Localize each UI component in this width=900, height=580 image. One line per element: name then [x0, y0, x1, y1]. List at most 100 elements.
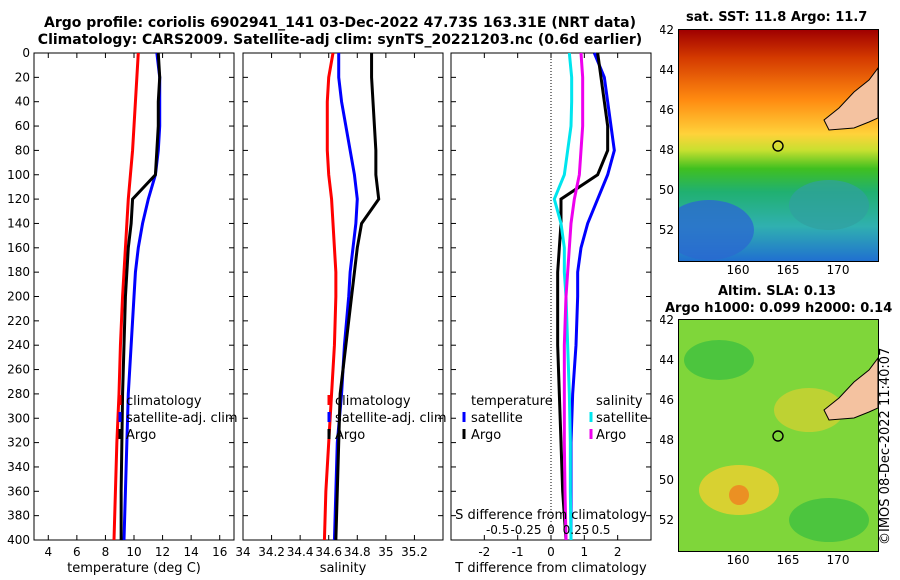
- sla-hot-spot: [729, 485, 749, 505]
- x-tick-label: 14: [184, 545, 199, 559]
- y-tick-label: 360: [7, 484, 30, 498]
- top-tick-label: -0.25: [510, 523, 541, 537]
- x-tick-label: 34.6: [315, 545, 342, 559]
- y-tick-label: 0: [22, 46, 30, 60]
- x-tick-label: 16: [212, 545, 227, 559]
- y-tick-label: 380: [7, 509, 30, 523]
- series-line-argo: [334, 53, 381, 541]
- title-line-2: Climatology: CARS2009. Satellite-adj cli…: [37, 32, 643, 48]
- legend-label: satellite-adj. clim: [126, 411, 238, 426]
- plot-frame: [242, 52, 444, 541]
- y-tick-label: 80: [15, 143, 30, 157]
- map-y-tick-label: -44: [660, 63, 674, 77]
- y-tick-label: 40: [15, 95, 30, 109]
- map-x-tick-label: 160: [727, 263, 750, 277]
- sla-map-title-2: Argo h1000: 0.099 h2000: 0.14: [665, 301, 893, 316]
- top-tick-label: -0.5: [486, 523, 509, 537]
- legend-title-salinity: salinity: [596, 394, 643, 409]
- map-y-tick-label: -52: [660, 513, 674, 527]
- map-x-tick-label: 170: [827, 263, 850, 277]
- y-tick-label: 320: [7, 436, 30, 450]
- legend-title-temperature: temperature: [471, 394, 553, 409]
- y-tick-label: 180: [7, 265, 30, 279]
- y-tick-label: 140: [7, 216, 30, 230]
- sla-map: [678, 319, 879, 552]
- sla-map-title-1: Altim. SLA: 0.13: [718, 284, 836, 299]
- legend-label: Argo: [471, 428, 501, 443]
- diff-line-salinity-argo: [562, 52, 585, 541]
- sst-cool-patch: [789, 180, 869, 230]
- legend-label: Argo: [126, 428, 156, 443]
- sla-high-patch: [774, 388, 844, 432]
- series-line-argo: [119, 52, 162, 540]
- legend-label: Argo: [335, 428, 365, 443]
- x-tick-label: 34.4: [287, 545, 314, 559]
- y-tick-label: 240: [7, 338, 30, 352]
- sla-low-patch: [789, 498, 869, 542]
- y-tick-label: 260: [7, 363, 30, 377]
- x-axis-label: T difference from climatology: [454, 561, 647, 576]
- sla-low-patch: [684, 340, 754, 380]
- x-tick-label: 1: [581, 545, 589, 559]
- map-x-tick-label: 170: [827, 553, 850, 567]
- x-tick-label: 34: [235, 545, 250, 559]
- top-axis-label: S difference from climatology: [455, 508, 647, 523]
- y-tick-label: 300: [7, 411, 30, 425]
- x-tick-label: -2: [478, 545, 490, 559]
- map-x-tick-label: 160: [727, 553, 750, 567]
- legend-label: satellite: [471, 411, 523, 426]
- x-tick-label: 35: [378, 545, 393, 559]
- x-tick-label: 8: [102, 545, 110, 559]
- map-y-tick-label: -42: [660, 23, 674, 37]
- x-tick-label: 35.2: [401, 545, 428, 559]
- y-tick-label: 20: [15, 70, 30, 84]
- title-line-1: Argo profile: coriolis 6902941_141 03-De…: [43, 15, 637, 31]
- diff-line-temperature-argo: [556, 52, 610, 541]
- top-tick-label: 0.5: [591, 523, 610, 537]
- x-tick-label: 4: [44, 545, 52, 559]
- map-y-tick-label: -44: [660, 353, 674, 367]
- top-tick-label: 0: [547, 523, 555, 537]
- map-x-tick-label: 165: [777, 553, 800, 567]
- map-axes: -42 -44 -46 -48 -50 -52 160 165 170 -42 -44 -46 -48 -…: [660, 23, 850, 567]
- map-y-tick-label: -42: [660, 313, 674, 327]
- sla-argo-position-marker: [772, 430, 784, 442]
- copyright-stamp: ©IMOS 08-Dec-2022 11:40:07: [878, 347, 893, 545]
- legend-label: satellite: [596, 411, 648, 426]
- diff-line-temperature-satellite: [569, 52, 616, 540]
- x-tick-label: 6: [73, 545, 81, 559]
- map-y-tick-label: -50: [660, 473, 674, 487]
- x-axis-label: salinity: [320, 561, 367, 576]
- x-axis-label: temperature (deg C): [67, 561, 201, 576]
- sst-map: [678, 29, 879, 262]
- sst-map-title: sat. SST: 11.8 Argo: 11.7: [686, 10, 868, 25]
- y-tick-label: 100: [7, 168, 30, 182]
- x-tick-label: 0: [547, 545, 555, 559]
- map-x-tick-label: 165: [777, 263, 800, 277]
- x-tick-label: -1: [512, 545, 524, 559]
- top-tick-label: 0.25: [563, 523, 590, 537]
- x-tick-label: 10: [126, 545, 141, 559]
- y-tick-label: 160: [7, 241, 30, 255]
- x-tick-label: 34.8: [344, 545, 371, 559]
- sst-argo-position-marker: [772, 140, 784, 152]
- x-tick-label: 12: [155, 545, 170, 559]
- legend-label: climatology: [335, 394, 411, 409]
- diff-line-salinity-satellite: [552, 52, 574, 541]
- y-tick-label: 220: [7, 314, 30, 328]
- map-y-tick-label: -46: [660, 103, 674, 117]
- y-tick-label: 280: [7, 387, 30, 401]
- y-tick-label: 120: [7, 192, 30, 206]
- sla-land-shape: [823, 357, 878, 421]
- y-tick-label: 200: [7, 290, 30, 304]
- legend-label: satellite-adj. clim: [335, 411, 447, 426]
- sst-low-patch: [679, 200, 754, 260]
- legend-label: Argo: [596, 428, 626, 443]
- x-tick-label: 34.2: [258, 545, 285, 559]
- map-y-tick-label: -52: [660, 223, 674, 237]
- y-tick-label: 60: [15, 119, 30, 133]
- legend-label: climatology: [126, 394, 202, 409]
- sst-land-shape: [823, 67, 878, 131]
- map-y-tick-label: -50: [660, 183, 674, 197]
